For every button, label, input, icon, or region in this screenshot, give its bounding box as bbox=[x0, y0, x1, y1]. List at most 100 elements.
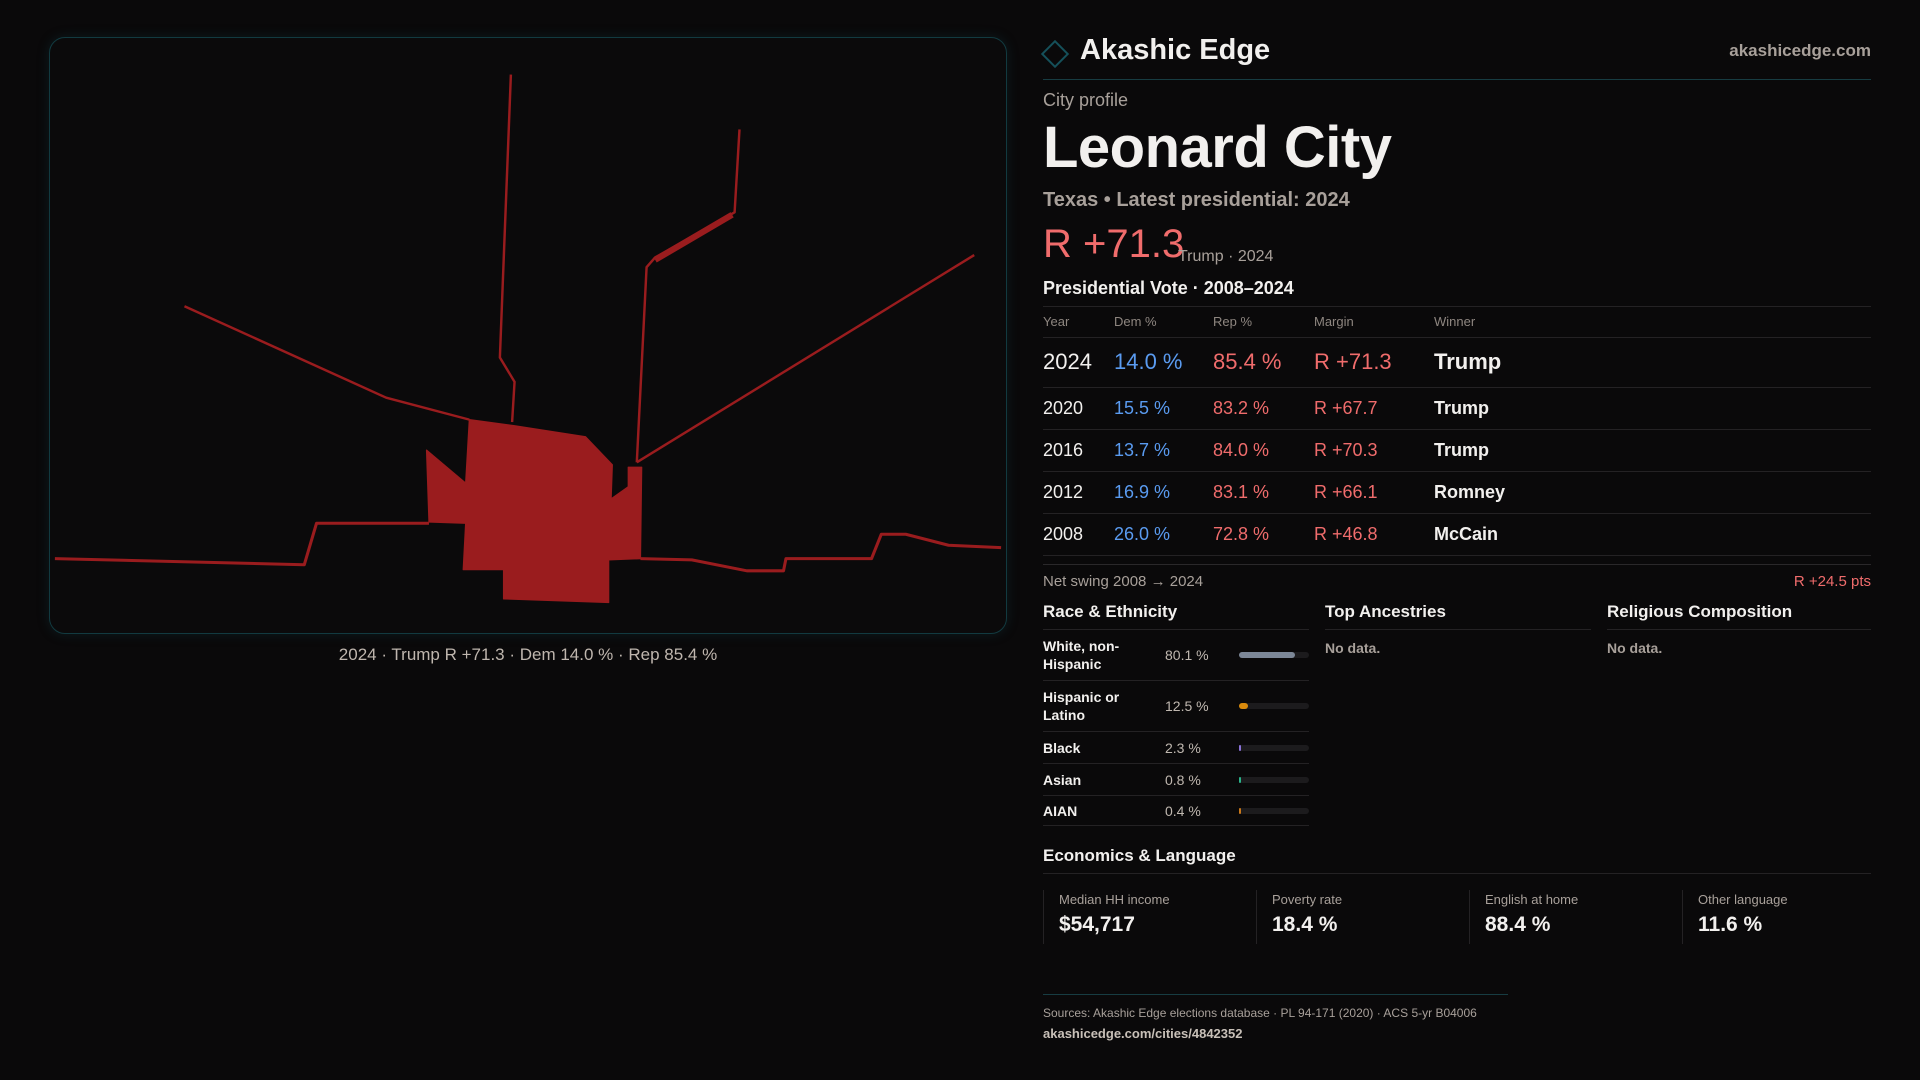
economics-section: Economics & Language Median HH income $54… bbox=[1043, 840, 1871, 944]
race-bar-fill bbox=[1239, 652, 1296, 658]
winner: Romney bbox=[1434, 471, 1871, 514]
boundary-strip-northeast bbox=[635, 129, 741, 463]
race-label: White, non-Hispanic bbox=[1043, 638, 1120, 672]
city-map[interactable] bbox=[49, 37, 1007, 634]
margin: R +67.7 bbox=[1314, 387, 1434, 430]
margin: R +70.3 bbox=[1314, 429, 1434, 472]
race-row: Hispanic or Latino 12.5 % bbox=[1043, 681, 1309, 732]
page-title: Leonard City bbox=[1043, 115, 1392, 180]
rep-pct: 84.0 % bbox=[1213, 429, 1314, 472]
votes-header-row: Year Dem % Rep % Margin Winner bbox=[1043, 307, 1871, 338]
boundary-strip-east bbox=[636, 253, 975, 464]
year: 2008 bbox=[1043, 513, 1114, 556]
ancestries-title: Top Ancestries bbox=[1325, 596, 1591, 630]
race-value: 2.3 % bbox=[1165, 739, 1201, 756]
dem-pct: 14.0 % bbox=[1114, 337, 1213, 388]
race-bar-fill bbox=[1239, 744, 1241, 751]
race-label: Hispanic or Latino bbox=[1043, 689, 1120, 723]
race-row: Asian 0.8 % bbox=[1043, 764, 1309, 796]
year: 2020 bbox=[1043, 387, 1114, 430]
margin: R +46.8 bbox=[1314, 513, 1434, 556]
race-section: Race & Ethnicity White, non-Hispanic 80.1… bbox=[1043, 596, 1309, 826]
dem-pct: 26.0 % bbox=[1114, 513, 1213, 556]
race-label: Asian bbox=[1043, 771, 1082, 788]
city-boundary-map bbox=[54, 74, 1002, 604]
page-subtitle: Texas • Latest presidential: 2024 bbox=[1043, 189, 1350, 211]
race-label: Black bbox=[1043, 739, 1081, 756]
race-bar-fill bbox=[1239, 807, 1241, 814]
race-row: AIAN 0.4 % bbox=[1043, 796, 1309, 826]
dem-pct: 16.9 % bbox=[1114, 471, 1213, 514]
winner: Trump bbox=[1434, 387, 1871, 430]
boundary-strip-southeast bbox=[640, 532, 1002, 573]
stat-label: Median HH income bbox=[1059, 892, 1170, 907]
stat-label: Other language bbox=[1698, 892, 1788, 907]
footer-url[interactable]: akashicedge.com/cities/4842352 bbox=[1043, 1026, 1243, 1041]
boundary-strip-southwest bbox=[54, 521, 429, 567]
race-bar bbox=[1239, 807, 1309, 814]
stat-poverty-rate: Poverty rate 18.4 % bbox=[1256, 890, 1469, 944]
economics-title: Economics & Language bbox=[1043, 840, 1871, 874]
votes-title: Presidential Vote · 2008–2024 bbox=[1043, 278, 1294, 298]
page-kicker: City profile bbox=[1043, 90, 1129, 110]
race-value: 0.4 % bbox=[1165, 802, 1201, 819]
table-row: 2008 26.0 % 72.8 % R +46.8 McCain bbox=[1043, 513, 1871, 556]
rep-pct: 83.1 % bbox=[1213, 471, 1314, 514]
col-dem: Dem % bbox=[1114, 307, 1213, 338]
year: 2016 bbox=[1043, 429, 1114, 472]
race-bar-fill bbox=[1239, 776, 1241, 783]
religion-title: Religious Composition bbox=[1607, 596, 1871, 630]
ancestries-section: Top Ancestries No data. bbox=[1325, 596, 1591, 656]
table-row: 2024 14.0 % 85.4 % R +71.3 Trump bbox=[1043, 337, 1871, 388]
votes-table-wrap: Year Dem % Rep % Margin Winner 2024 14.0 … bbox=[1043, 306, 1871, 556]
stat-label: Poverty rate bbox=[1272, 892, 1343, 907]
race-value: 0.8 % bbox=[1165, 771, 1201, 788]
winner: Trump bbox=[1434, 337, 1871, 388]
table-row: 2020 15.5 % 83.2 % R +67.7 Trump bbox=[1043, 387, 1871, 430]
rep-pct: 72.8 % bbox=[1213, 513, 1314, 556]
dem-pct: 15.5 % bbox=[1114, 387, 1213, 430]
winner: Trump bbox=[1434, 429, 1871, 472]
stat-label: English at home bbox=[1485, 892, 1579, 907]
race-bar bbox=[1239, 744, 1309, 751]
winner: McCain bbox=[1434, 513, 1871, 556]
race-row: Black 2.3 % bbox=[1043, 732, 1309, 764]
boundary-strip-northeast-wide bbox=[653, 212, 734, 263]
race-row: White, non-Hispanic 80.1 % bbox=[1043, 630, 1309, 681]
race-bar-fill bbox=[1239, 703, 1248, 709]
footer-divider bbox=[1043, 994, 1508, 995]
margin: R +71.3 bbox=[1314, 337, 1434, 388]
brand-name[interactable]: Akashic Edge bbox=[1080, 34, 1271, 66]
stat-value: 18.4 % bbox=[1272, 913, 1338, 936]
stat-english-home: English at home 88.4 % bbox=[1469, 890, 1682, 944]
stat-value: 11.6 % bbox=[1698, 913, 1763, 936]
race-value: 12.5 % bbox=[1165, 698, 1209, 714]
stat-other-language: Other language 11.6 % bbox=[1682, 890, 1895, 944]
map-caption: 2024 · Trump R +71.3 · Dem 14.0 % · Rep … bbox=[338, 645, 718, 664]
stat-median-income: Median HH income $54,717 bbox=[1043, 890, 1256, 944]
dem-pct: 13.7 % bbox=[1114, 429, 1213, 472]
boundary-strip-north bbox=[498, 74, 516, 423]
swing-value: R +24.5 pts bbox=[1793, 573, 1871, 590]
race-bar bbox=[1239, 776, 1309, 783]
year: 2012 bbox=[1043, 471, 1114, 514]
stat-value: $54,717 bbox=[1059, 913, 1135, 936]
diamond-logo-icon bbox=[1040, 39, 1070, 69]
col-winner: Winner bbox=[1434, 307, 1871, 338]
boundary-strip-northwest bbox=[183, 305, 470, 421]
race-title: Race & Ethnicity bbox=[1043, 596, 1309, 630]
col-rep: Rep % bbox=[1213, 307, 1314, 338]
year: 2024 bbox=[1043, 337, 1114, 388]
table-row: 2016 13.7 % 84.0 % R +70.3 Trump bbox=[1043, 429, 1871, 472]
stat-value: 88.4 % bbox=[1485, 913, 1551, 936]
col-year: Year bbox=[1043, 307, 1114, 338]
headline-margin-note: Trump · 2024 bbox=[1178, 248, 1274, 265]
religion-section: Religious Composition No data. bbox=[1607, 596, 1871, 656]
city-core-shape bbox=[425, 419, 643, 604]
rep-pct: 85.4 % bbox=[1213, 337, 1314, 388]
race-label: AIAN bbox=[1043, 802, 1078, 819]
table-row: 2012 16.9 % 83.1 % R +66.1 Romney bbox=[1043, 471, 1871, 514]
margin: R +66.1 bbox=[1314, 471, 1434, 514]
site-link[interactable]: akashicedge.com bbox=[1729, 41, 1871, 60]
rep-pct: 83.2 % bbox=[1213, 387, 1314, 430]
